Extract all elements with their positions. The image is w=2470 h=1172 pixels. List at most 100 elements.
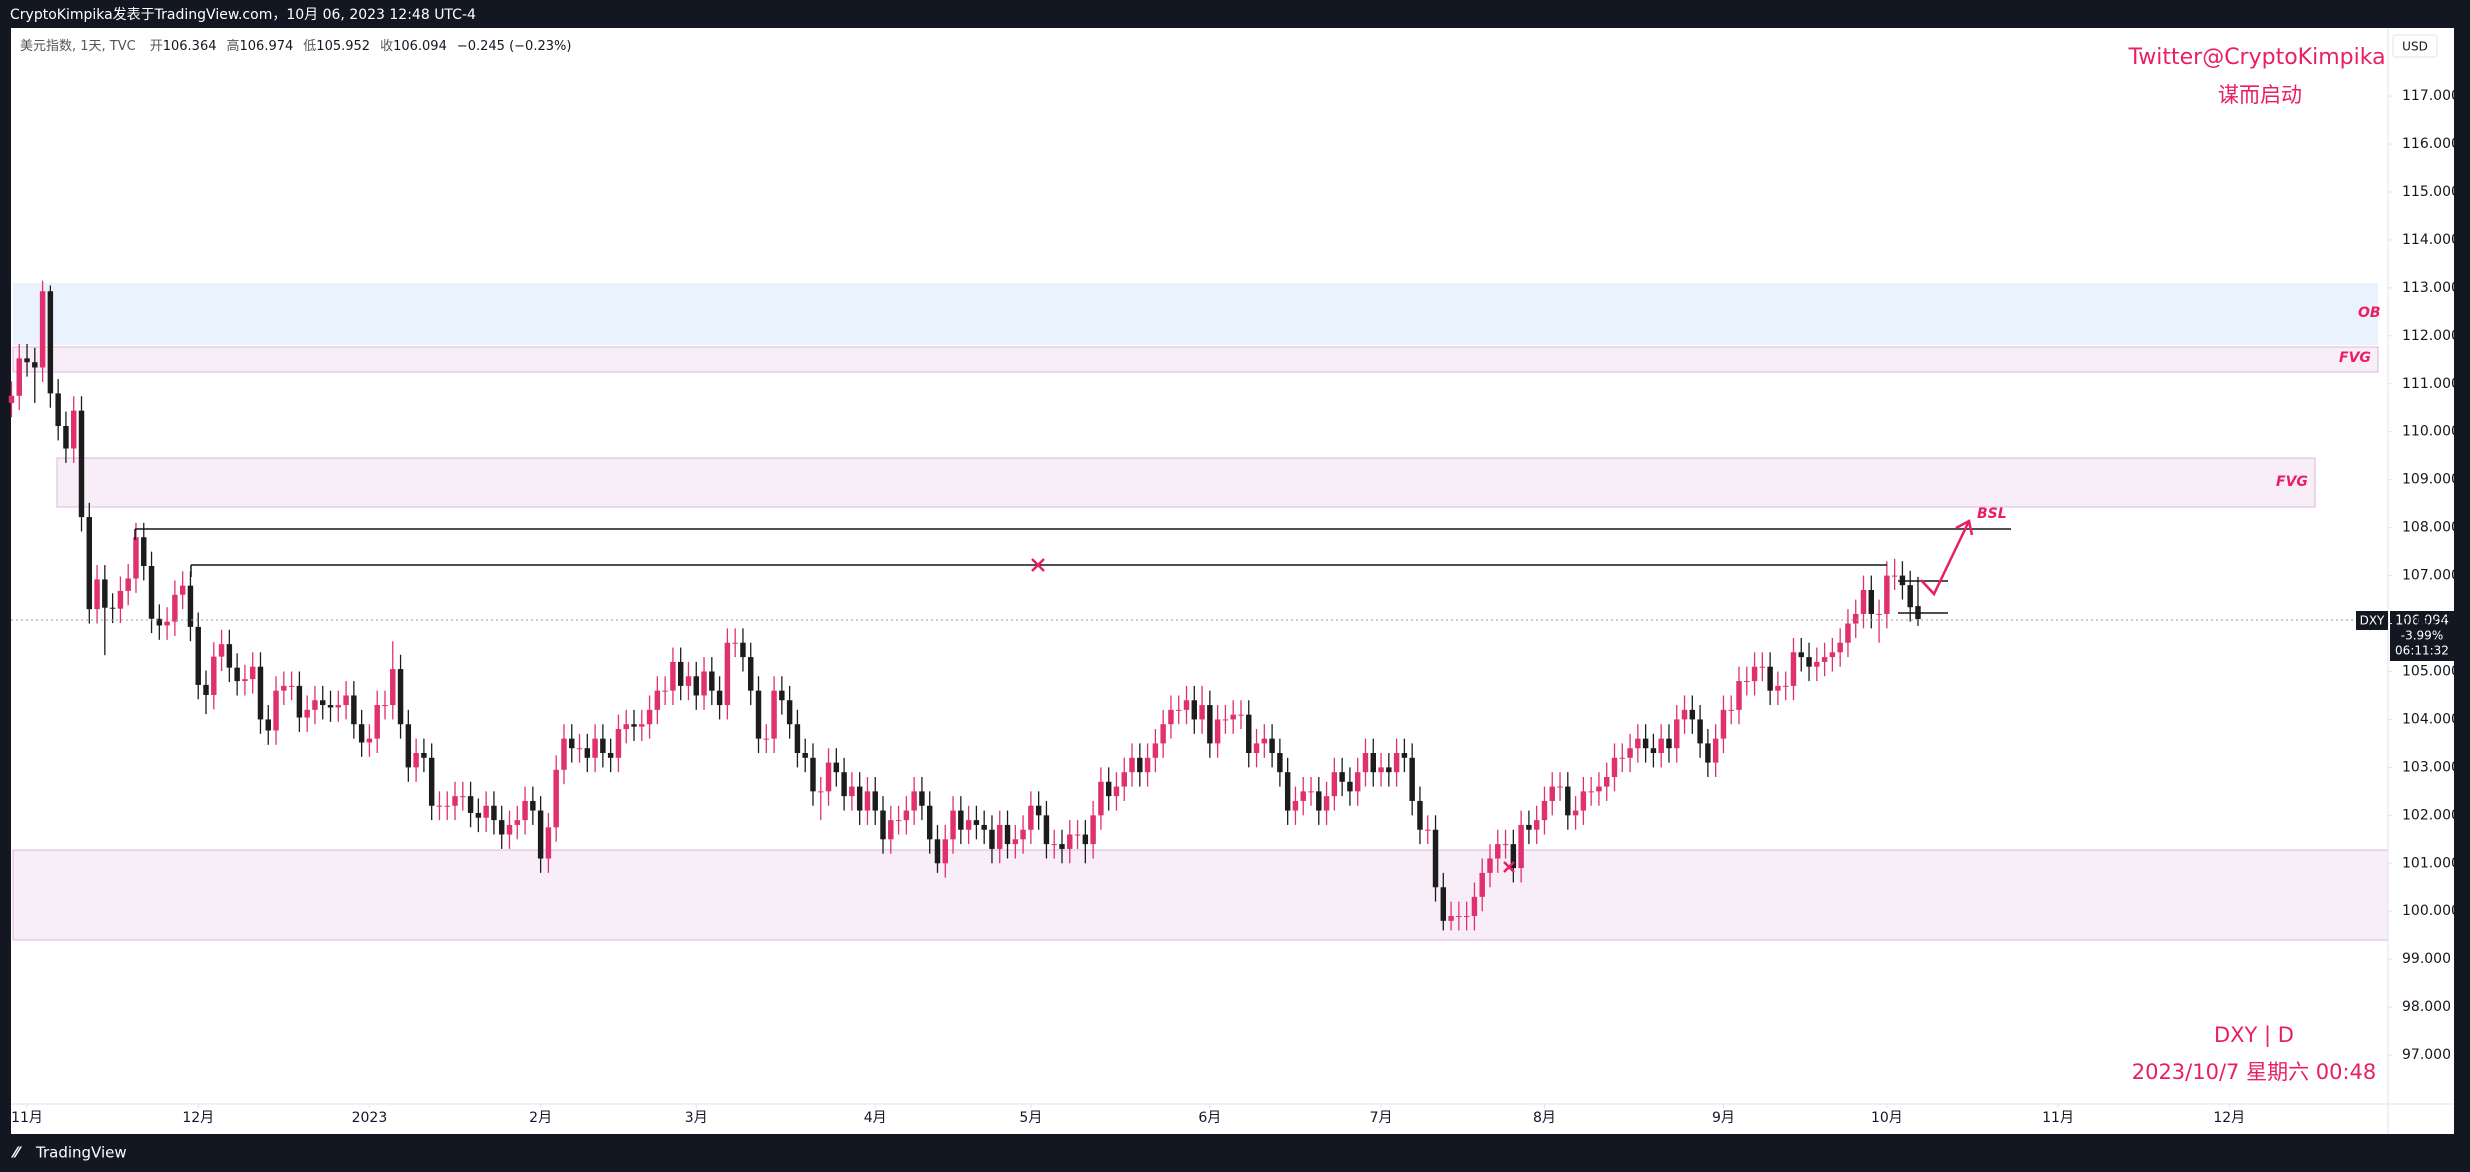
candle-body	[1829, 652, 1836, 658]
candle-body	[1035, 805, 1042, 816]
currency[interactable]: USD	[2402, 40, 2428, 54]
candle-body	[1868, 589, 1875, 614]
candle-body	[1674, 719, 1680, 749]
candle-body	[919, 791, 925, 806]
candle-body	[1362, 753, 1369, 773]
candle-body	[1417, 800, 1423, 830]
candle-body	[670, 661, 676, 691]
projection-arrow	[1920, 520, 1971, 597]
candle-body	[117, 590, 124, 609]
candle-body	[506, 824, 513, 835]
candle-body	[1401, 753, 1408, 758]
candle-body	[981, 824, 987, 830]
candle-body	[195, 626, 201, 685]
candle-body	[1222, 719, 1229, 721]
price-tag: DXY 106.094 -3.99% 06:11:32	[2356, 611, 2454, 661]
fvg-zone	[56, 457, 2316, 508]
candle-body	[1323, 796, 1330, 811]
candle-body	[397, 669, 404, 725]
x-tick-label: 10月	[1871, 1110, 1903, 1126]
candle-body	[584, 748, 591, 758]
candle-body	[382, 705, 388, 707]
candle-body	[1175, 709, 1182, 711]
candle-body	[1689, 709, 1696, 720]
candle-body	[1378, 767, 1384, 773]
candle-body	[1316, 791, 1322, 811]
candle-body	[1502, 844, 1509, 846]
candle-body	[1432, 829, 1439, 888]
candle-body	[1580, 791, 1587, 811]
legend: 美元指数, 1天, TVC 开106.364 高106.974 低105.952 收10…	[20, 38, 571, 54]
candle-body	[732, 642, 738, 644]
candle-body	[942, 839, 948, 864]
legend-label: 收	[380, 39, 393, 54]
last-price: 106.094	[2395, 614, 2449, 629]
x-tick-label: 4月	[864, 1110, 887, 1126]
watermark: 2023/10/7 星期六 00:48	[2132, 1060, 2377, 1084]
candle-body	[1814, 661, 1820, 667]
candle-body	[1393, 753, 1400, 773]
candle-body	[1619, 757, 1626, 759]
candle-body	[1230, 714, 1236, 720]
candle-body	[374, 705, 380, 739]
candle-body	[281, 685, 287, 691]
candle-body	[997, 824, 1003, 849]
candle-body	[1767, 666, 1773, 691]
candle-body	[327, 705, 334, 708]
candle-body	[1059, 844, 1065, 849]
candle-body	[1269, 738, 1275, 754]
candle-body	[888, 820, 894, 840]
y-tick-label: 110.000	[2402, 424, 2460, 440]
candle-body	[1456, 916, 1462, 918]
legend-value: 106.974	[240, 39, 294, 54]
candle-body	[989, 829, 995, 849]
footer-logo: ⁄⁄	[11, 1144, 23, 1162]
candle-body	[1277, 753, 1283, 773]
candle-body	[187, 585, 194, 627]
y-tick-label: 115.000	[2402, 184, 2460, 200]
x-tick-label: 2月	[529, 1110, 552, 1126]
candle-body	[1526, 824, 1532, 830]
candle-body	[94, 579, 100, 610]
y-tick-label: 104.000	[2402, 711, 2460, 727]
y-tick-label: 101.000	[2402, 855, 2460, 871]
arrow-head	[1955, 519, 1974, 536]
candle-body	[576, 748, 583, 750]
candle-body	[592, 738, 598, 758]
candle-body	[755, 690, 762, 739]
y-tick-label: 109.000	[2402, 472, 2460, 488]
candle-body	[771, 690, 777, 739]
candle-body	[452, 796, 458, 806]
candle-body	[810, 757, 816, 792]
candle-body	[1160, 724, 1166, 744]
y-tick-label: 111.000	[2402, 376, 2460, 392]
legend-value: 105.952	[316, 39, 370, 54]
candle-body	[639, 724, 645, 727]
candle-body	[1253, 743, 1260, 754]
candle-body	[86, 517, 93, 610]
candle-body	[856, 786, 863, 811]
candle-body	[701, 671, 707, 696]
candle-body	[1347, 781, 1353, 792]
candle-body	[1144, 757, 1151, 773]
y-tick-label: 116.000	[2402, 136, 2460, 152]
candle-body	[1020, 829, 1026, 840]
candle-body	[1658, 738, 1664, 754]
candle-body	[1541, 800, 1548, 821]
candle-body	[849, 786, 855, 797]
candle-body	[1798, 652, 1804, 658]
x-tick-label: 7月	[1370, 1110, 1393, 1126]
candle-body	[320, 700, 326, 706]
currency-button[interactable]	[2392, 34, 2438, 58]
candle-body	[304, 709, 310, 718]
candle-body	[1028, 805, 1034, 830]
candle-body	[1557, 786, 1563, 788]
candle-body	[911, 791, 917, 811]
candle-body	[358, 724, 365, 743]
candle-body	[1409, 757, 1415, 801]
candle-body	[1860, 589, 1867, 614]
candle-body	[716, 690, 723, 706]
zone-label: OB	[2358, 305, 2381, 321]
candle-body	[1105, 781, 1112, 797]
candle-body	[288, 685, 295, 687]
